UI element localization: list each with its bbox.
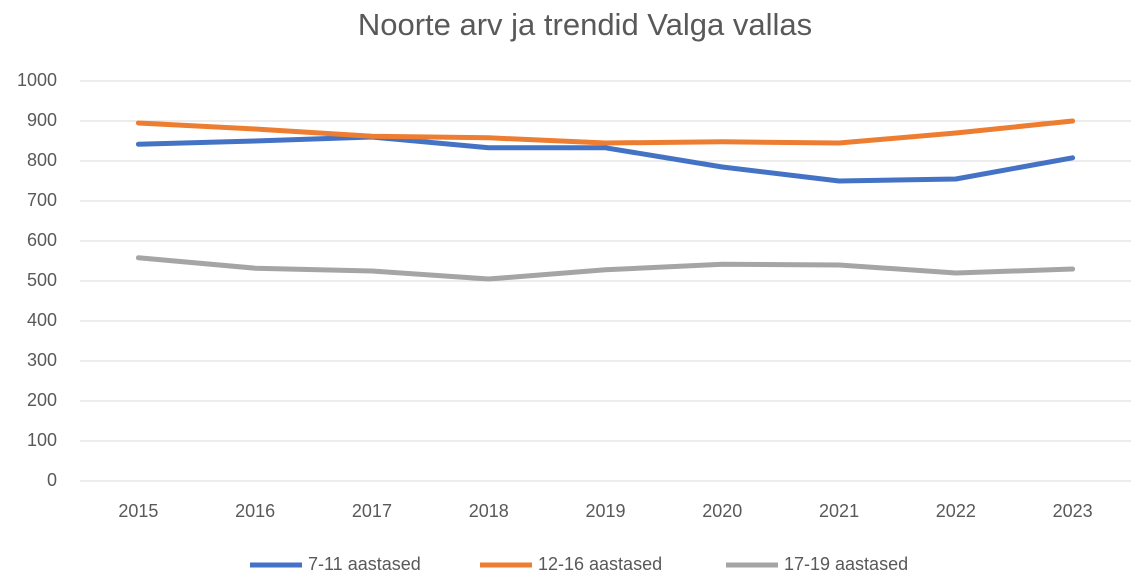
y-tick-label: 0 (47, 470, 57, 490)
x-tick-label: 2016 (235, 501, 275, 521)
y-tick-label: 400 (27, 310, 57, 330)
chart-title: Noorte arv ja trendid Valga vallas (358, 7, 812, 42)
y-tick-label: 700 (27, 190, 57, 210)
y-tick-label: 800 (27, 150, 57, 170)
y-tick-label: 900 (27, 110, 57, 130)
line-series (135, 255, 1076, 282)
x-tick-label: 2018 (469, 501, 509, 521)
y-tick-label: 1000 (17, 70, 57, 90)
y-tick-label: 600 (27, 230, 57, 250)
x-tick-label: 2021 (819, 501, 859, 521)
x-tick-label: 2017 (352, 501, 392, 521)
line-series (135, 118, 1076, 146)
y-tick-label: 100 (27, 430, 57, 450)
y-tick-label: 500 (27, 270, 57, 290)
legend-label: 12-16 aastased (538, 554, 662, 574)
y-tick-label: 200 (27, 390, 57, 410)
x-tick-label: 2023 (1053, 501, 1093, 521)
x-tick-label: 2015 (118, 501, 158, 521)
legend-label: 17-19 aastased (784, 554, 908, 574)
legend-label: 7-11 aastased (308, 554, 421, 574)
x-tick-label: 2020 (702, 501, 742, 521)
line-series (135, 134, 1076, 184)
x-tick-label: 2019 (585, 501, 625, 521)
y-tick-label: 300 (27, 350, 57, 370)
x-tick-label: 2022 (936, 501, 976, 521)
